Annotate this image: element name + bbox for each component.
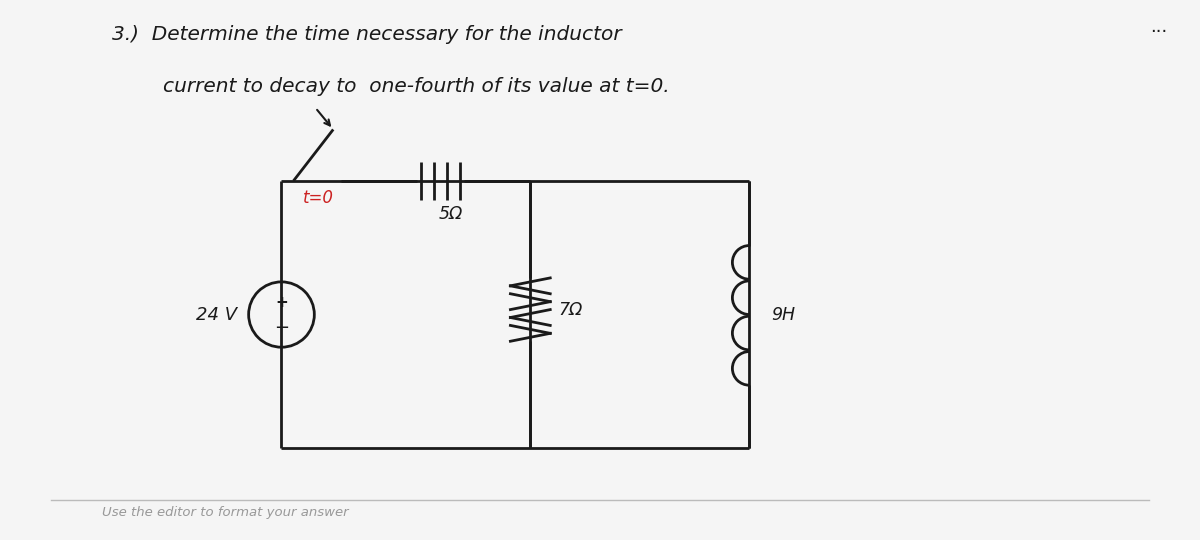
- Text: 7Ω: 7Ω: [558, 301, 582, 319]
- Text: −: −: [274, 319, 289, 338]
- Text: Use the editor to format your answer: Use the editor to format your answer: [102, 505, 349, 518]
- Text: 3.)  Determine the time necessary for the inductor: 3.) Determine the time necessary for the…: [113, 24, 622, 44]
- Text: current to decay to  one-fourth of its value at t=0.: current to decay to one-fourth of its va…: [113, 77, 670, 96]
- Text: ...: ...: [1150, 18, 1168, 36]
- Text: 9H: 9H: [772, 306, 796, 323]
- Text: +: +: [275, 295, 288, 310]
- Text: 5Ω: 5Ω: [438, 205, 463, 222]
- Text: 24 V: 24 V: [196, 306, 236, 323]
- Text: t=0: t=0: [304, 189, 335, 207]
